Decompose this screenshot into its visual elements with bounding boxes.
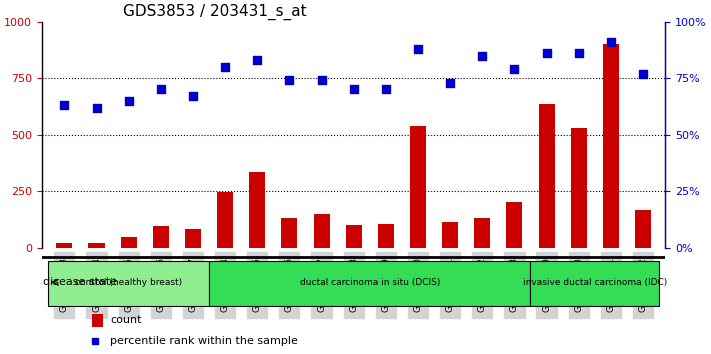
Text: ductal carcinoma in situ (DCIS): ductal carcinoma in situ (DCIS) <box>299 278 440 287</box>
FancyBboxPatch shape <box>48 261 209 306</box>
Text: count: count <box>110 315 142 325</box>
Point <box>284 78 295 83</box>
Point <box>59 102 70 108</box>
Point <box>316 78 327 83</box>
Text: control (healthy breast): control (healthy breast) <box>75 278 182 287</box>
Point <box>444 80 456 86</box>
Bar <box>410 126 426 247</box>
Text: disease state: disease state <box>43 277 117 287</box>
Bar <box>506 202 523 247</box>
FancyBboxPatch shape <box>209 261 530 306</box>
Bar <box>185 229 201 247</box>
Bar <box>121 238 137 247</box>
Text: invasive ductal carcinoma (IDC): invasive ductal carcinoma (IDC) <box>523 278 667 287</box>
Bar <box>217 192 233 247</box>
Bar <box>88 243 105 247</box>
Bar <box>250 172 265 247</box>
Point <box>380 87 392 92</box>
Point <box>573 51 584 56</box>
Point <box>220 64 231 70</box>
FancyBboxPatch shape <box>530 261 659 306</box>
Bar <box>346 225 362 247</box>
Bar <box>635 210 651 247</box>
Point <box>187 93 198 99</box>
Bar <box>314 214 330 247</box>
Point <box>637 71 648 76</box>
Bar <box>538 104 555 247</box>
Point <box>412 46 424 52</box>
Bar <box>474 218 491 247</box>
Point <box>605 39 616 45</box>
Bar <box>442 222 458 247</box>
Bar <box>378 224 394 247</box>
Bar <box>282 218 297 247</box>
Bar <box>92 314 103 326</box>
Point <box>155 87 166 92</box>
Text: GDS3853 / 203431_s_at: GDS3853 / 203431_s_at <box>123 4 306 21</box>
Bar <box>153 226 169 247</box>
Bar <box>571 128 587 247</box>
Point <box>123 98 134 104</box>
Point <box>508 66 520 72</box>
Point <box>91 105 102 110</box>
Point <box>348 87 359 92</box>
Text: percentile rank within the sample: percentile rank within the sample <box>110 336 299 346</box>
Point <box>252 57 263 63</box>
Point <box>476 53 488 58</box>
Bar <box>56 243 73 247</box>
Bar <box>603 44 619 247</box>
Point <box>541 51 552 56</box>
